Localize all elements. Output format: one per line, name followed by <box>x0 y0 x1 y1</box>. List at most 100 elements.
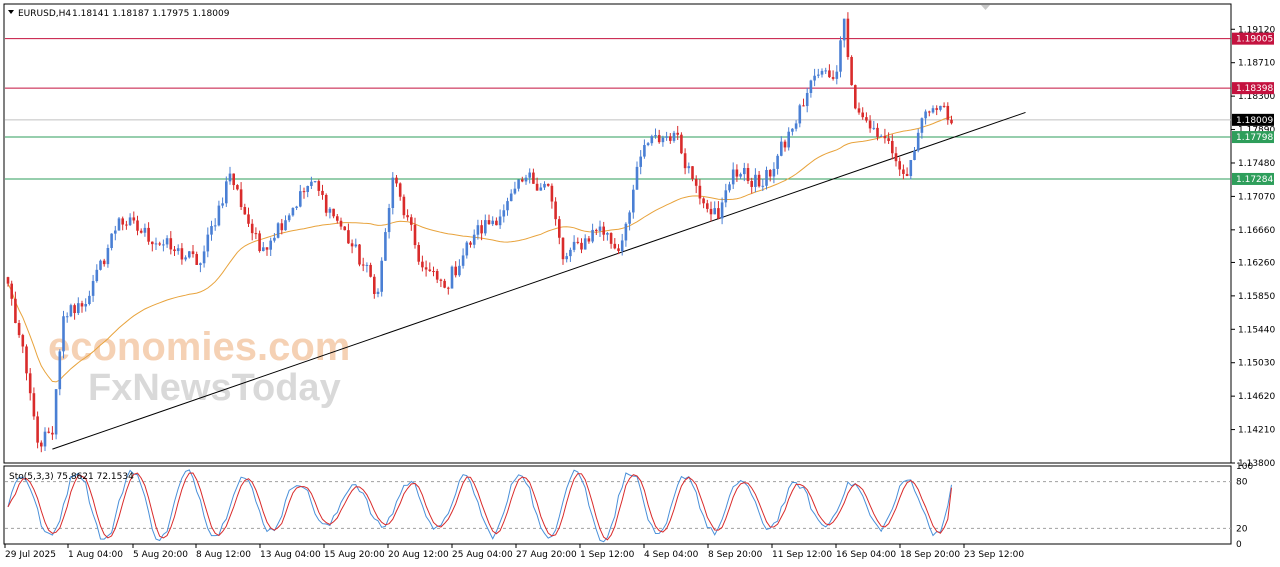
candle <box>713 201 716 215</box>
candle-body <box>373 276 376 294</box>
candle-body <box>502 210 506 217</box>
price-tags: 1.19005 1.18398 1.18009 1.17798 1.17284 <box>1232 32 1274 185</box>
candle <box>942 102 946 108</box>
candle-body <box>620 240 624 252</box>
candle-body <box>561 237 565 260</box>
candle-body <box>824 70 827 72</box>
candle <box>380 257 383 297</box>
candle <box>661 135 665 147</box>
candle <box>939 105 942 112</box>
candle <box>6 276 10 287</box>
candle <box>595 228 598 236</box>
candle-body <box>920 118 924 133</box>
candle-body <box>654 135 657 137</box>
candle-body <box>669 136 672 141</box>
candle-body <box>595 229 598 231</box>
candle-body <box>243 207 247 215</box>
candle <box>565 252 568 263</box>
candle <box>524 174 528 185</box>
candle <box>632 184 635 219</box>
candle-body <box>391 177 395 208</box>
candle-body <box>280 223 284 231</box>
candle <box>132 211 136 224</box>
candle <box>398 182 402 201</box>
candle <box>887 132 890 144</box>
candle <box>47 427 50 434</box>
candle-body <box>842 18 846 41</box>
candle <box>472 229 476 249</box>
candle-body <box>328 208 332 213</box>
candle <box>916 128 920 153</box>
candle <box>447 286 450 295</box>
candle <box>213 218 217 231</box>
candle-body <box>262 247 265 252</box>
candle <box>317 179 321 197</box>
candle-body <box>28 373 32 394</box>
candle <box>143 223 147 237</box>
candle-body <box>332 208 335 217</box>
candle <box>609 232 613 249</box>
candle-body <box>58 351 62 390</box>
candle <box>413 217 417 249</box>
candle-body <box>754 174 757 187</box>
candle-body <box>543 183 546 188</box>
candle-body <box>713 208 716 215</box>
candle-body <box>347 230 350 244</box>
candle-body <box>724 190 728 203</box>
main-pane-frame <box>3 3 1232 464</box>
candle-body <box>632 189 635 213</box>
candle <box>879 134 883 138</box>
candle <box>239 182 243 210</box>
candle <box>709 201 713 222</box>
candle <box>236 184 239 191</box>
candle <box>513 181 517 195</box>
candle-body <box>14 298 17 324</box>
candle <box>102 258 106 267</box>
candle <box>228 166 232 185</box>
candle <box>51 426 54 440</box>
candle-body <box>435 271 439 280</box>
candle-body <box>698 185 702 199</box>
candle-body <box>498 216 502 226</box>
candle-body <box>54 389 58 435</box>
candle <box>154 237 158 250</box>
candle <box>639 150 642 175</box>
candle <box>580 238 583 254</box>
candle <box>950 115 953 125</box>
candle <box>809 79 813 98</box>
candle <box>894 146 898 167</box>
candle <box>151 241 154 252</box>
candle-body <box>195 254 198 265</box>
candle-body <box>506 201 509 211</box>
candle <box>558 216 561 245</box>
candle <box>480 220 483 241</box>
moving-average-layer <box>7 116 952 383</box>
candle-body <box>894 153 898 162</box>
candle <box>550 183 554 209</box>
candle <box>946 102 950 125</box>
candle-body <box>776 155 779 169</box>
candle <box>225 176 228 207</box>
candle <box>110 233 113 251</box>
candle <box>387 203 391 239</box>
candle <box>569 247 572 262</box>
candle <box>450 265 454 289</box>
candle-body <box>687 166 691 169</box>
candle <box>728 181 731 193</box>
candle-body <box>846 18 850 57</box>
candle <box>69 303 73 318</box>
candle <box>665 131 668 141</box>
candle <box>80 300 84 313</box>
candle <box>572 235 576 253</box>
candle <box>617 244 620 255</box>
collapse-triangle-icon[interactable] <box>8 10 14 14</box>
candle-body <box>850 56 853 86</box>
candle-body <box>321 190 324 195</box>
candle <box>854 84 857 110</box>
candle-body <box>265 247 269 250</box>
candle-body <box>628 212 631 224</box>
candle <box>114 225 117 241</box>
candle-body <box>176 248 180 252</box>
candle-body <box>225 181 228 204</box>
candle-body <box>384 232 387 261</box>
